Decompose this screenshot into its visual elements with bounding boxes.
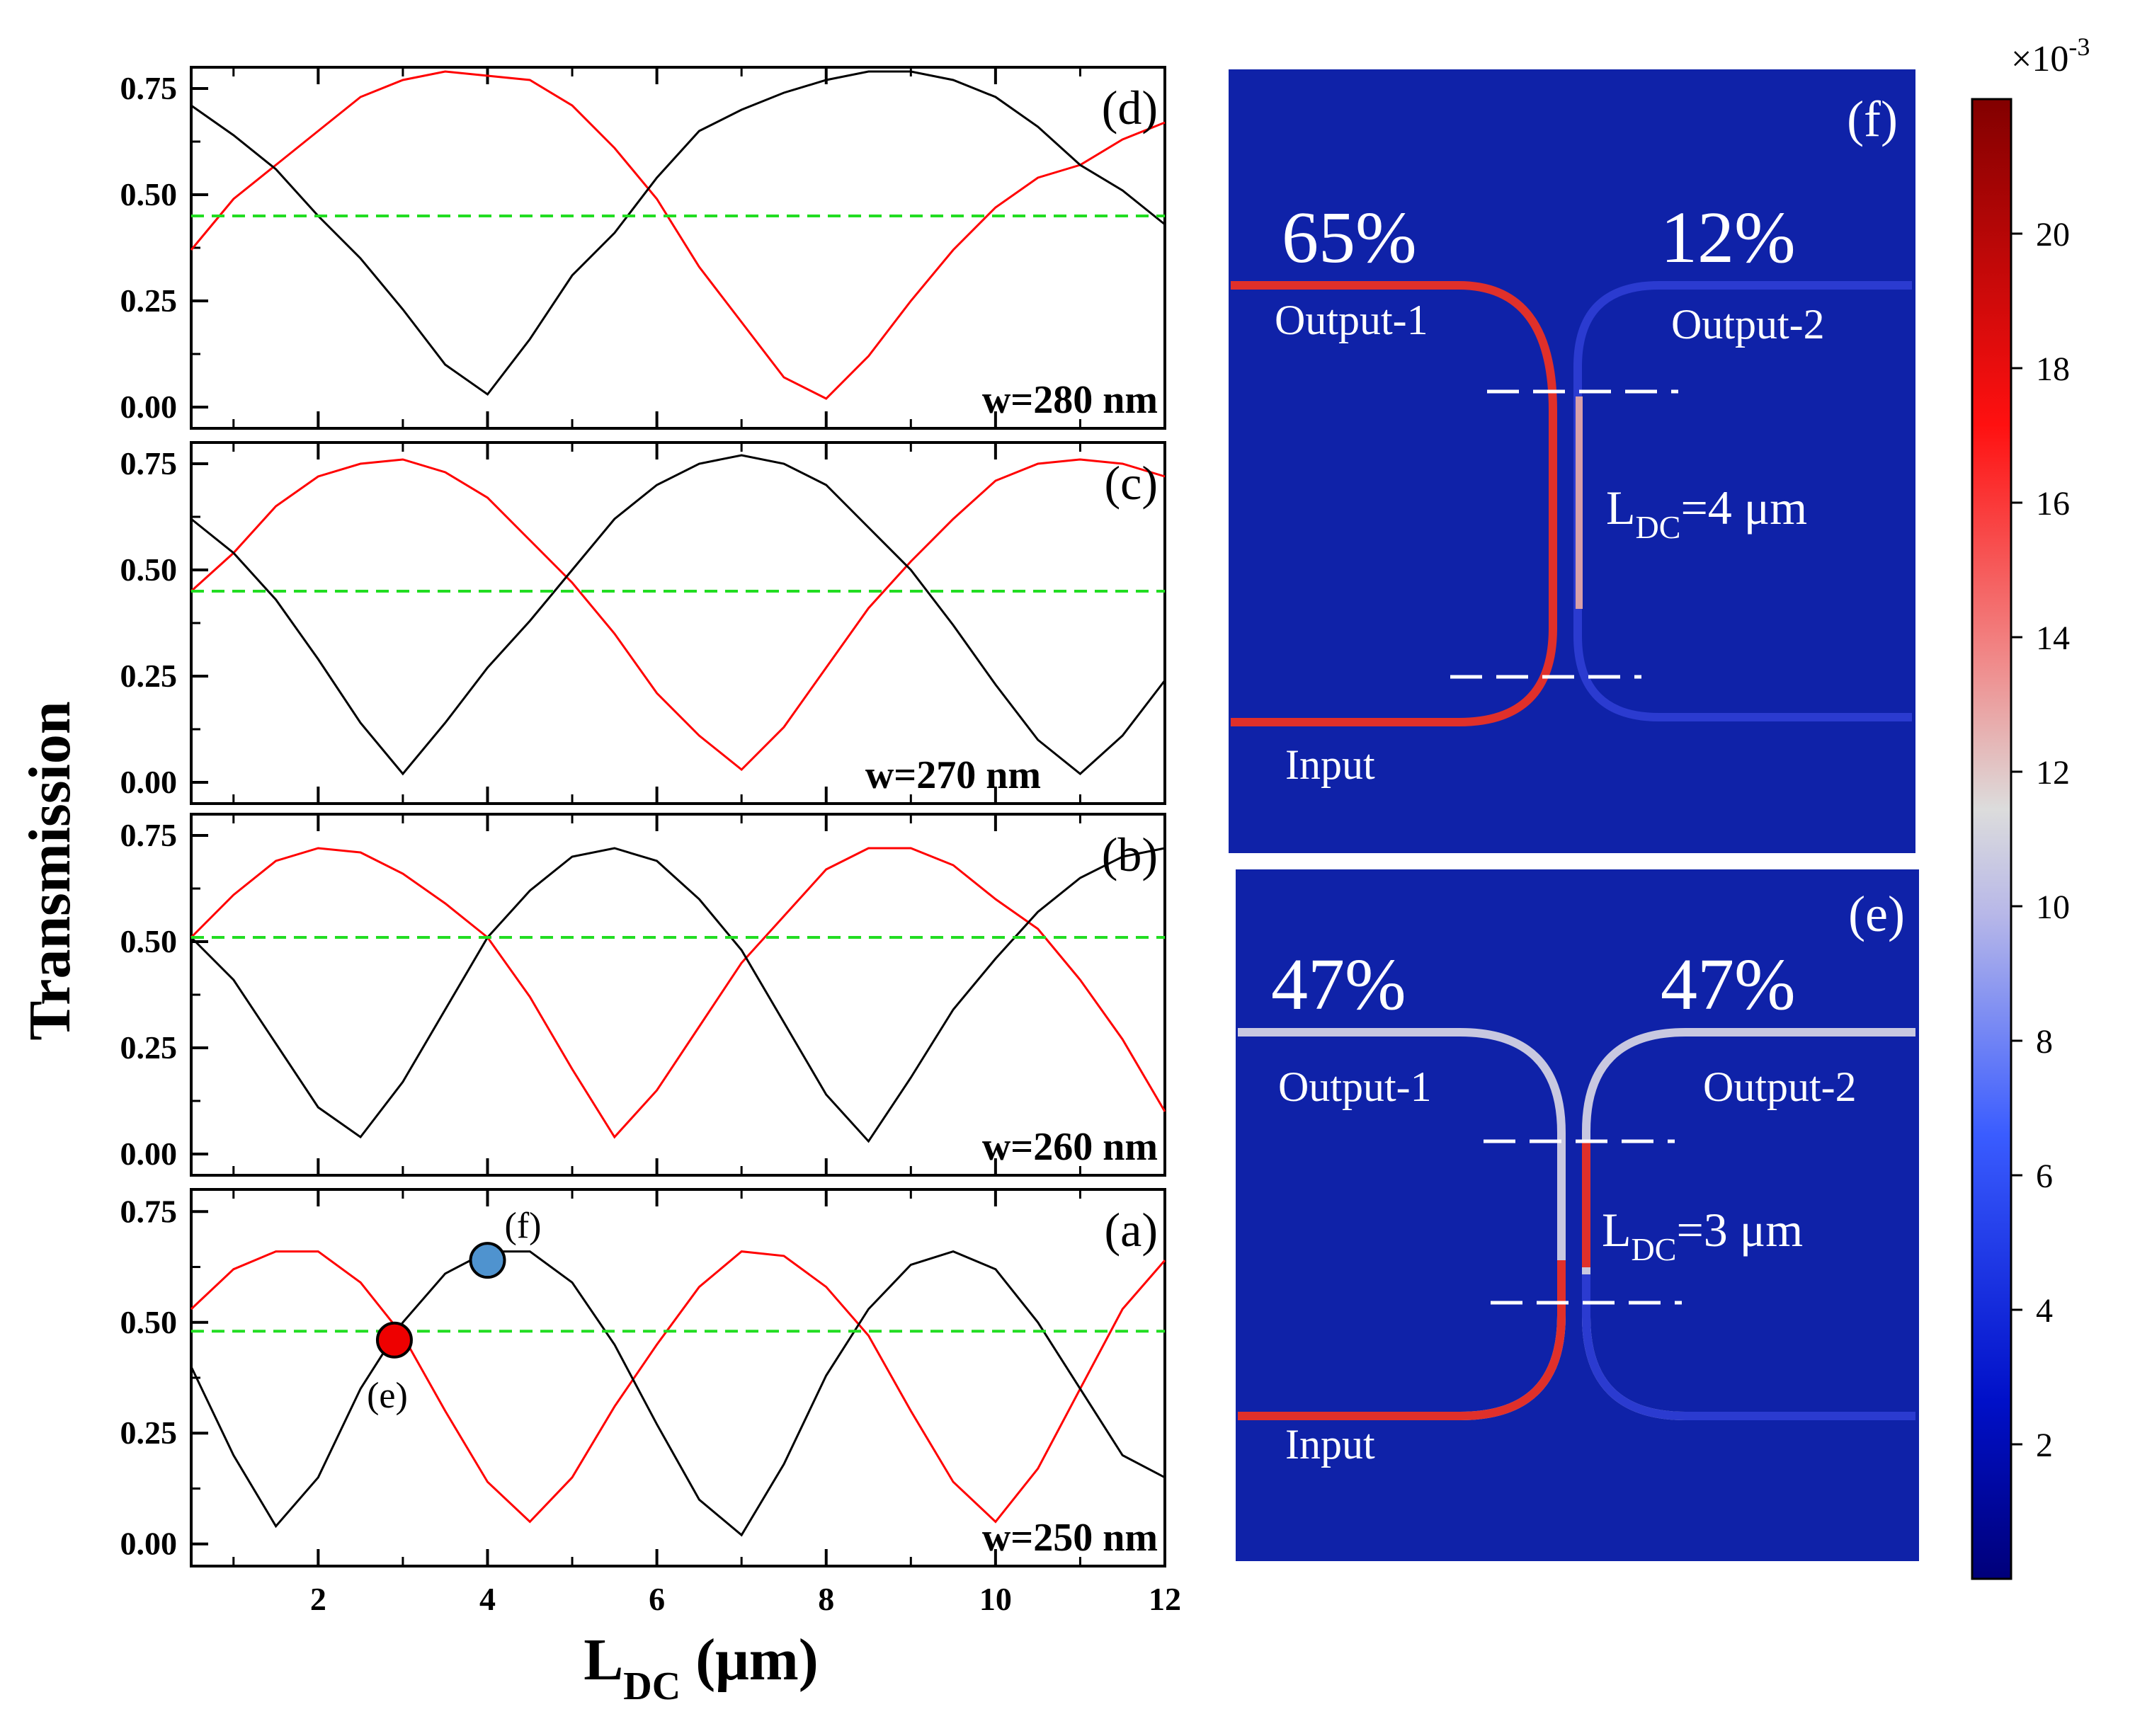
field-f-input: Input xyxy=(1285,741,1375,788)
panel-a-marker-f xyxy=(469,1242,506,1279)
panel-a-xtick-label: 6 xyxy=(649,1581,665,1617)
field-e-input: Input xyxy=(1285,1421,1375,1468)
panel-a-xtick-label: 2 xyxy=(310,1581,326,1617)
panel-a-xtick-label: 4 xyxy=(479,1581,496,1617)
panel-c-frame xyxy=(190,441,1166,805)
field-f-pct-right: 12% xyxy=(1661,197,1796,278)
field-e-ldc-value: =3 μm xyxy=(1676,1203,1803,1257)
panel-a-ytick-label: 0.75 xyxy=(120,1193,178,1229)
chart-panels: 0.000.250.500.75 (d)w=280 nm0.000.250.500… xyxy=(120,66,1181,1617)
colorbar-tick-label: 6 xyxy=(2036,1158,2053,1195)
field-f-input-guide xyxy=(1231,281,1557,726)
panel-a-series-black xyxy=(190,1250,1166,1537)
x-axis-label-main: L xyxy=(583,1627,623,1693)
panel-b-ytick-label: 0.25 xyxy=(120,1029,178,1066)
panel-c-series-black xyxy=(190,454,1166,776)
panel-d-label: (d) xyxy=(1102,81,1158,135)
field-e-ldc-sub: DC xyxy=(1632,1231,1677,1267)
x-axis-label-sub: DC xyxy=(623,1664,681,1708)
field-f-output-2: Output-2 xyxy=(1671,301,1825,348)
colorbar-tick-label: 2 xyxy=(2036,1427,2053,1464)
panel-b-annotation: w=260 nm xyxy=(982,1125,1158,1169)
panel-d: 0.00 0.25 0.50 0.75 (d) w=280 nm xyxy=(120,66,1166,430)
panel-a-ytick-label: 0.25 xyxy=(120,1415,178,1451)
panel-d-ytick-label: 0.25 xyxy=(120,282,178,319)
panel-c-ytick-label: 0.75 xyxy=(120,445,178,481)
panel-a-xtick-label: 10 xyxy=(979,1581,1012,1617)
panel-d-ytick-label: 0.75 xyxy=(120,70,178,106)
panel-c-ytick-label: 0.00 xyxy=(120,764,178,800)
panel-c-series-red xyxy=(190,458,1166,772)
panel-a-series-red xyxy=(190,1250,1166,1524)
panel-a-frame xyxy=(190,1188,1166,1567)
field-f-pct-left: 65% xyxy=(1282,197,1417,278)
field-e-output-1: Output-1 xyxy=(1278,1063,1432,1110)
colorbar-tick-label: 14 xyxy=(2036,619,2070,657)
field-e-right-lower xyxy=(1582,1274,1915,1420)
panel-b-label: (b) xyxy=(1102,828,1158,881)
panel-b-series-red xyxy=(190,847,1166,1139)
colorbar: ×10-3 2 4 6 8 10 12 14 16 18 20 xyxy=(1971,33,2090,1580)
panel-c-annotation: w=270 nm xyxy=(865,753,1041,797)
panel-a-xtick-label: 8 xyxy=(818,1581,834,1617)
panel-b: 0.00 0.25 0.50 0.75 (b) w=260 nm xyxy=(120,813,1166,1177)
panel-b-ytick-label: 0.75 xyxy=(120,817,178,853)
field-f-ldc-value: =4 μm xyxy=(1680,481,1807,535)
x-axis-label-unit: (μm) xyxy=(681,1627,819,1693)
panel-c-label: (c) xyxy=(1105,456,1158,510)
panel-d-ytick-label: 0.50 xyxy=(120,176,178,212)
field-e-left-lower xyxy=(1238,1260,1566,1420)
field-map-e: (e) 47% 47% Output-1 Output-2 Input LDC=… xyxy=(1236,869,1919,1561)
field-f-ldc-sub: DC xyxy=(1636,509,1681,545)
panel-c-ytick-label: 0.50 xyxy=(120,552,178,588)
panel-b-ytick-label: 0.50 xyxy=(120,923,178,959)
panel-b-series-black xyxy=(190,847,1166,1143)
panel-b-ytick-label: 0.00 xyxy=(120,1136,178,1172)
colorbar-multiplier-base: ×10 xyxy=(2011,39,2068,79)
colorbar-tick-label: 20 xyxy=(2036,216,2070,253)
field-map-f: (f) 65% 12% Output-1 Output-2 Input LDC=… xyxy=(1229,69,1915,853)
field-e-pct-right: 47% xyxy=(1661,944,1796,1025)
field-e-ldc-main: L xyxy=(1602,1203,1632,1257)
colorbar-multiplier: ×10-3 xyxy=(2011,33,2090,79)
panel-d-frame xyxy=(190,66,1166,430)
colorbar-tick-label: 10 xyxy=(2036,889,2070,926)
field-f-ldc-label: LDC=4 μm xyxy=(1606,481,1807,545)
panel-a-label: (a) xyxy=(1105,1203,1158,1257)
field-e-output-2: Output-2 xyxy=(1703,1063,1857,1110)
panel-d-ytick-label: 0.00 xyxy=(120,389,178,425)
panel-a-marker-label-f: (f) xyxy=(505,1206,542,1246)
panel-a-marker-label-e: (e) xyxy=(367,1376,408,1416)
panel-a-marker-e xyxy=(375,1321,413,1359)
field-e-ldc-label: LDC=3 μm xyxy=(1602,1203,1803,1267)
colorbar-gradient xyxy=(1971,98,2012,1580)
panel-d-series-red xyxy=(190,70,1166,400)
x-axis-label: LDC (μm) xyxy=(583,1627,818,1708)
panel-a-ytick-label: 0.50 xyxy=(120,1304,178,1340)
colorbar-tick-label: 16 xyxy=(2036,485,2070,522)
field-f-output-1: Output-1 xyxy=(1275,297,1428,343)
colorbar-tick-label: 8 xyxy=(2036,1023,2053,1061)
panel-a-xtick-label: 12 xyxy=(1149,1581,1181,1617)
colorbar-ticks: 2 4 6 8 10 12 14 16 18 20 xyxy=(2011,216,2070,1464)
field-map-f-background xyxy=(1229,69,1915,853)
colorbar-tick-label: 4 xyxy=(2036,1292,2053,1330)
panel-c: 0.00 0.25 0.50 0.75 (c) w=270 nm xyxy=(120,441,1166,805)
colorbar-multiplier-exp: -3 xyxy=(2068,33,2090,61)
field-f-panel-label: (f) xyxy=(1847,91,1898,147)
panel-d-annotation: w=280 nm xyxy=(982,378,1158,422)
colorbar-tick-label: 18 xyxy=(2036,350,2070,388)
field-f-ldc-main: L xyxy=(1606,481,1636,535)
panel-d-series-black xyxy=(190,70,1166,396)
field-e-panel-label: (e) xyxy=(1848,886,1905,942)
panel-a-annotation: w=250 nm xyxy=(982,1516,1158,1560)
field-map-e-background xyxy=(1236,869,1919,1561)
colorbar-tick-label: 12 xyxy=(2036,754,2070,792)
panel-a: 0.00 0.25 0.50 0.75 2 4 6 8 10 12 (e) (f) (a) w=250 n… xyxy=(120,1188,1181,1617)
panel-a-ytick-label: 0.00 xyxy=(120,1526,178,1562)
field-e-pct-left: 47% xyxy=(1271,944,1406,1025)
panel-c-ytick-label: 0.25 xyxy=(120,658,178,694)
y-axis-label: Transmission xyxy=(17,701,83,1040)
